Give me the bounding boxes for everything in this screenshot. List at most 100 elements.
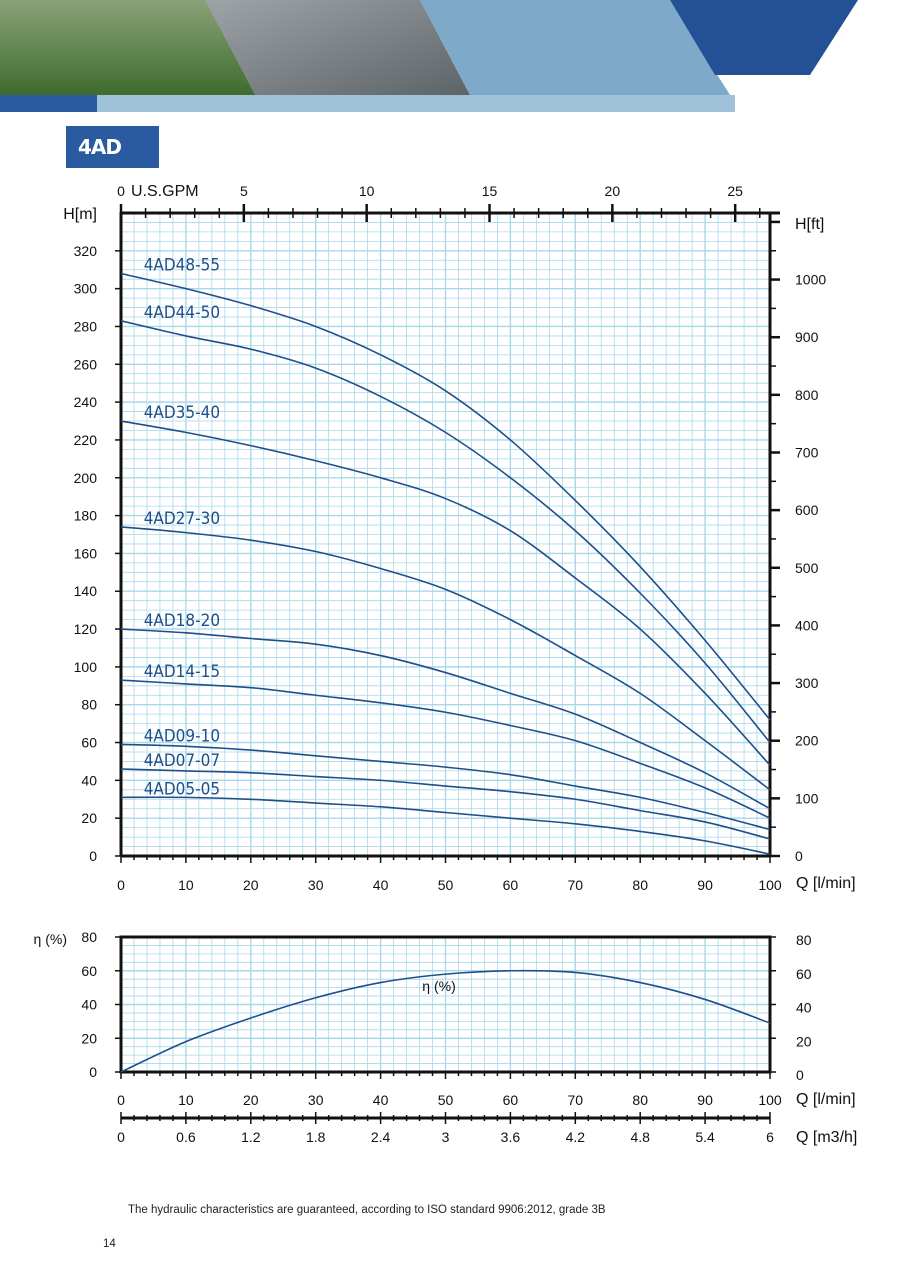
y-axis-title: H[m] [63,206,97,223]
curve-label: 4AD27-30 [144,509,220,529]
y-tick-label-right: 40 [796,1000,812,1016]
x-tick-label: 30 [308,1092,324,1108]
right-tick-label: 400 [795,617,819,633]
right-tick-label: 300 [795,675,819,691]
x-tick-label: 80 [632,877,648,893]
secondary-x-tick-label: 5.4 [695,1129,715,1145]
x-tick-label: 70 [568,877,584,893]
x-tick-label: 0 [117,877,125,893]
head-curve [120,679,771,819]
top-axis-title: U.S.GPM [131,183,199,200]
header-banner [0,0,858,112]
efficiency-curve-label: η (%) [422,978,455,994]
x-tick-label: 90 [697,877,713,893]
x-tick-label: 100 [758,1092,782,1108]
footnote: The hydraulic characteristics are guaran… [128,1204,606,1216]
y-tick-label: 20 [81,1030,97,1046]
y-tick-label-right: 20 [796,1033,812,1049]
x-tick-label: 90 [697,1092,713,1108]
right-tick-label: 600 [795,502,819,518]
y-tick-label: 200 [74,470,98,486]
y-tick-label: 0 [89,848,97,864]
head-curves [120,272,771,855]
x-tick-label: 40 [373,877,389,893]
top-tick-label: 0 [117,183,125,199]
y-tick-label: 100 [74,659,98,675]
secondary-x-tick-label: 1.8 [306,1129,326,1145]
y-tick-label-right: 0 [796,1067,804,1083]
y-tick-label: 40 [81,997,97,1013]
y-tick-label: 80 [81,929,97,945]
y-tick-label: 140 [74,583,98,599]
top-tick-label: 15 [482,183,498,199]
y-tick-label: 60 [81,735,97,751]
x-tick-label: 0 [117,1092,125,1108]
x-tick-label: 80 [632,1092,648,1108]
y-tick-label: 40 [81,772,97,788]
right-tick-label: 900 [795,329,819,345]
right-tick-label: 800 [795,387,819,403]
curve-label: 4AD35-40 [144,403,220,423]
head-curve [120,628,771,810]
y-tick-label: 180 [74,508,98,524]
y-tick-label-right: 80 [796,932,812,948]
secondary-x-tick-label: 2.4 [371,1129,391,1145]
curve-label: 4AD05-05 [144,779,220,799]
page-number: 14 [103,1238,116,1250]
banner-bottom-dark [0,95,97,112]
x-axis-title: Q [l/min] [796,1091,856,1108]
head-curve [120,796,771,855]
y-tick-label: 240 [74,394,98,410]
right-tick-label: 500 [795,560,819,576]
curve-label: 4AD18-20 [144,611,220,631]
efficiency-chart-frame [115,935,776,1124]
banner-dark-stripe [670,0,858,75]
x-tick-label: 20 [243,877,259,893]
banner-blue-stripe [420,0,730,95]
head-chart-grid [120,212,771,857]
right-tick-label: 700 [795,444,819,460]
secondary-x-tick-label: 0.6 [176,1129,196,1145]
x-tick-label: 50 [438,877,454,893]
y-tick-label: 160 [74,545,98,561]
head-curve [120,420,771,766]
efficiency-line [120,969,771,1073]
y-tick-label-right: 60 [796,966,812,982]
curve-label: 4AD07-07 [144,751,220,771]
section-title: 4AD [66,126,159,168]
y-tick-label: 80 [81,697,97,713]
top-tick-label: 20 [605,183,621,199]
y-tick-label: 260 [74,356,98,372]
y-tick-label: 280 [74,318,98,334]
x-tick-label: 60 [503,877,519,893]
y-axis-title: η (%) [34,931,67,947]
curve-label: 4AD14-15 [144,662,220,682]
banner-quarry-image [205,0,470,95]
head-chart-frame [115,204,780,863]
head-curve [120,320,771,744]
secondary-x-axis-title: Q [m3/h] [796,1129,857,1146]
y-tick-label: 60 [81,963,97,979]
y-tick-label: 220 [74,432,98,448]
x-tick-label: 40 [373,1092,389,1108]
x-tick-label: 100 [758,877,782,893]
head-curve [120,768,771,840]
secondary-x-tick-label: 6 [766,1129,774,1145]
head-curve [120,743,771,831]
x-tick-label: 60 [503,1092,519,1108]
curve-label: 4AD48-55 [144,256,220,276]
secondary-x-tick-label: 3 [442,1129,450,1145]
right-tick-label: 0 [795,848,803,864]
curve-label: 4AD09-10 [144,726,220,746]
top-tick-label: 10 [359,183,375,199]
y-tick-label: 300 [74,281,98,297]
x-tick-label: 10 [178,877,194,893]
right-axis-title: H[ft] [795,216,824,233]
head-chart-labels: 0 10 20 30 40 50 60 70 80 90 100020406080100120140… [63,183,855,893]
y-tick-label: 320 [74,243,98,259]
x-tick-label: 70 [568,1092,584,1108]
secondary-x-tick-label: 0 [117,1129,125,1145]
x-tick-label: 10 [178,1092,194,1108]
